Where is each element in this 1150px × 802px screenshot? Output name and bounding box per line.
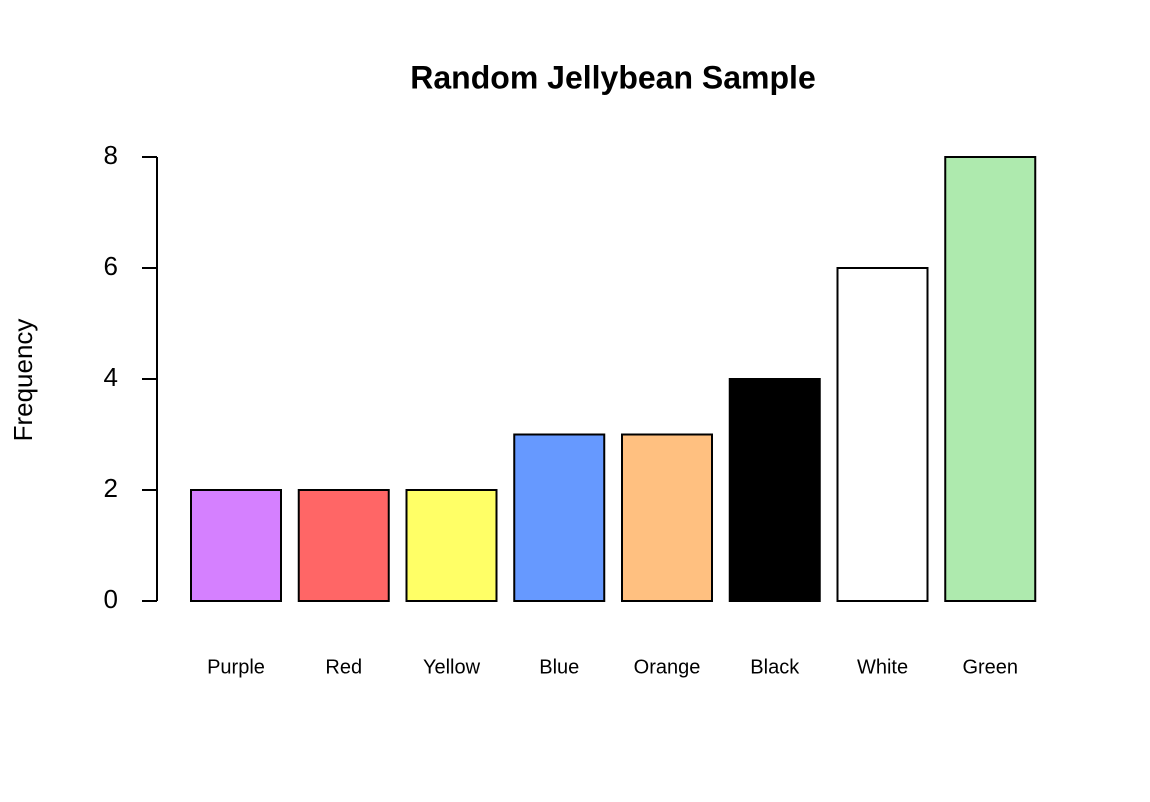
bar bbox=[944, 156, 1037, 602]
y-axis-label: Frequency bbox=[8, 319, 38, 442]
x-tick-label: Yellow bbox=[423, 656, 481, 678]
x-tick-label: Orange bbox=[634, 656, 701, 678]
y-tick-label: 6 bbox=[104, 251, 118, 281]
x-tick-label: Purple bbox=[207, 656, 265, 678]
bar bbox=[297, 489, 390, 602]
x-tick-label: Blue bbox=[539, 656, 579, 678]
y-tick-label: 4 bbox=[104, 362, 118, 392]
x-tick-label: Green bbox=[962, 656, 1018, 678]
x-tick-label: Black bbox=[750, 656, 800, 678]
bar bbox=[728, 378, 821, 602]
bar bbox=[513, 433, 606, 602]
bar bbox=[405, 489, 498, 602]
y-tick-label: 2 bbox=[104, 473, 118, 503]
bar bbox=[836, 267, 929, 602]
bar bbox=[190, 489, 282, 602]
bar bbox=[621, 433, 713, 602]
y-tick-label: 8 bbox=[104, 140, 118, 170]
x-tick-label: Red bbox=[325, 656, 362, 678]
chart-title: Random Jellybean Sample bbox=[410, 59, 815, 95]
y-tick-label: 0 bbox=[104, 584, 118, 614]
x-tick-label: White bbox=[857, 656, 908, 678]
